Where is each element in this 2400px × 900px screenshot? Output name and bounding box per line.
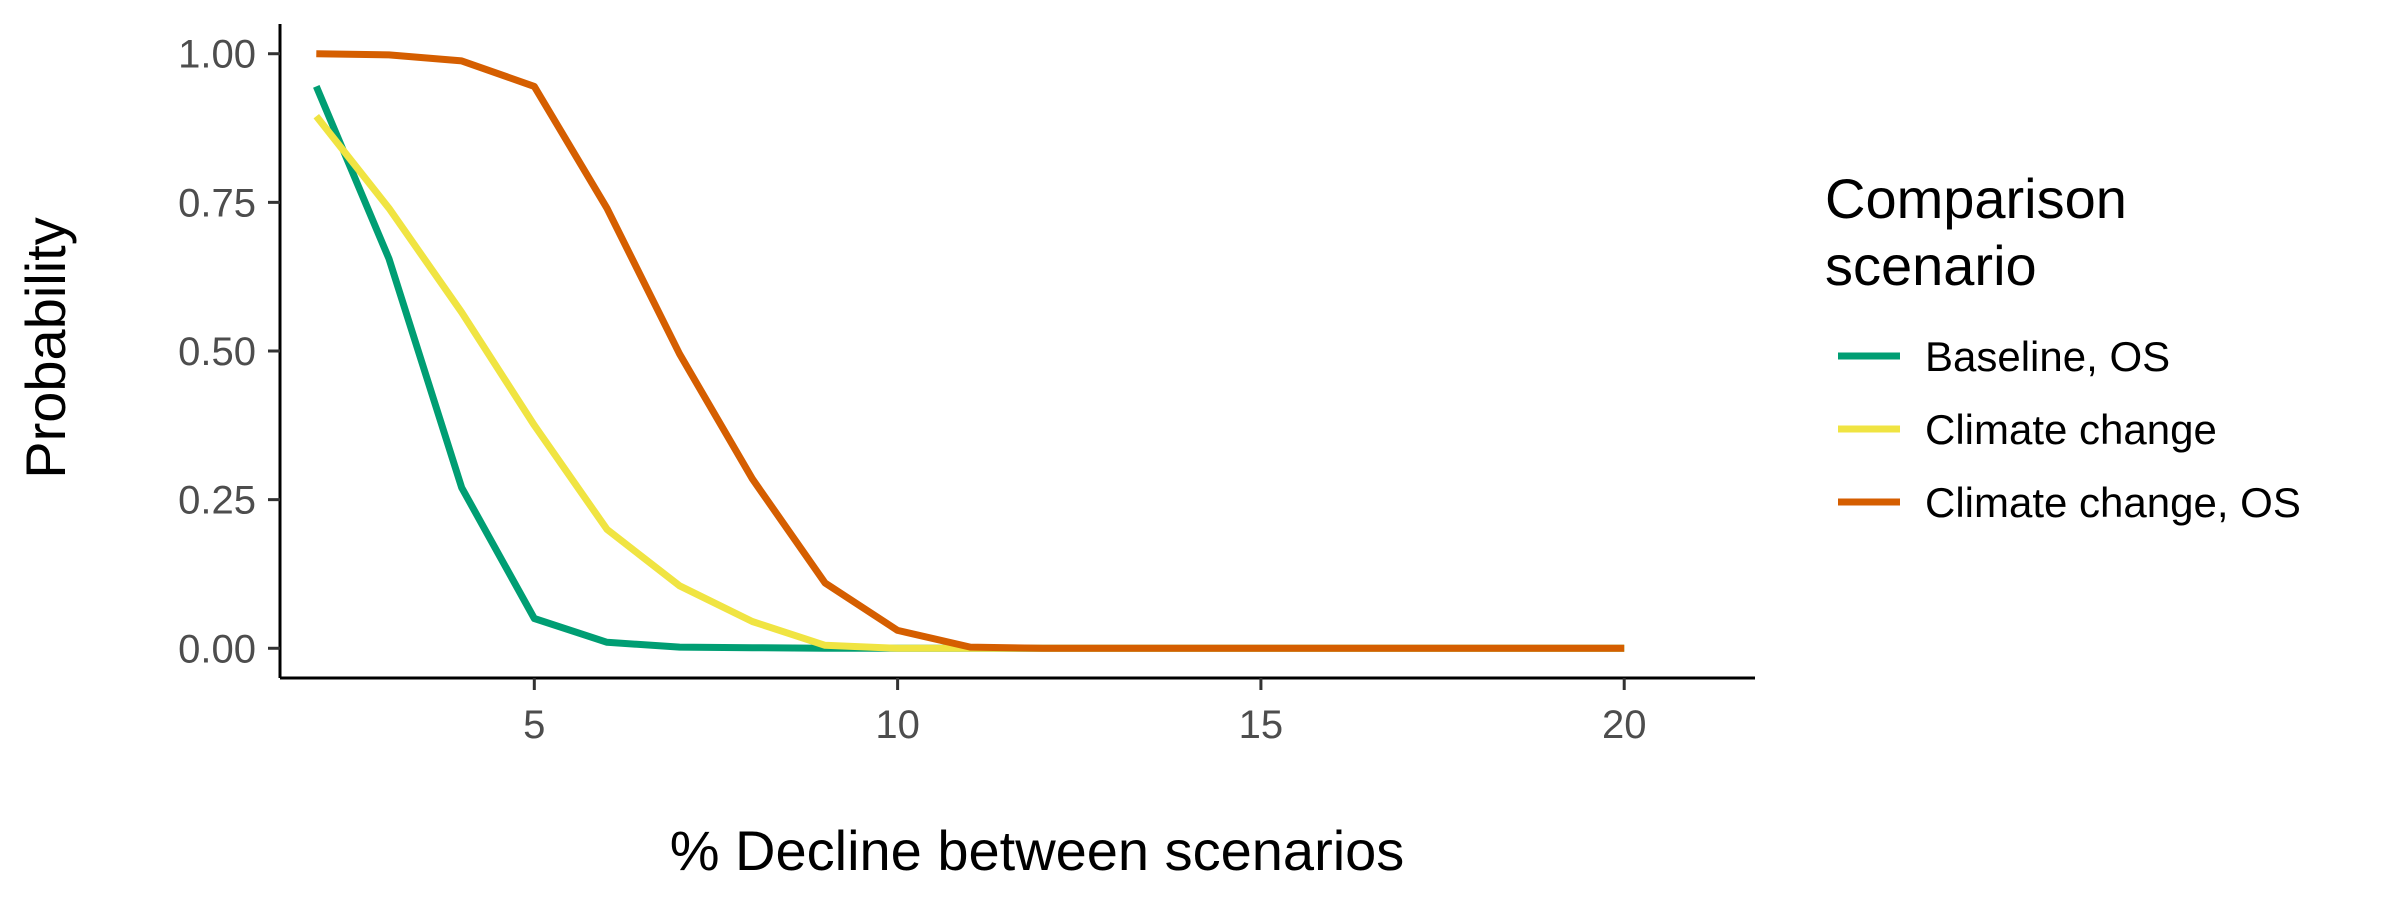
legend-title-line-1: Comparison — [1825, 167, 2127, 230]
x-tick-label: 10 — [875, 703, 920, 747]
series-line-3 — [316, 50, 1625, 652]
y-axis-title: Probability — [14, 217, 77, 478]
y-axis: 0.00 0.25 0.50 0.75 1.00 — [178, 33, 280, 671]
legend-label: Baseline, OS — [1925, 333, 2170, 380]
legend-title-line-2: scenario — [1825, 234, 2037, 297]
x-axis-title: % Decline between scenarios — [670, 819, 1405, 882]
y-tick-label: 0.50 — [178, 330, 256, 374]
legend-items: Baseline, OS Climate change Climate change… — [1838, 333, 2301, 526]
x-tick-label: 20 — [1602, 703, 1647, 747]
plot-area — [313, 50, 1625, 652]
series-line-2 — [313, 114, 1625, 652]
x-axis: 5 10 15 20 — [523, 678, 1646, 747]
series-line-1 — [313, 85, 1625, 652]
legend-label: Climate change, OS — [1925, 479, 2301, 526]
legend-label: Climate change — [1925, 406, 2217, 453]
y-tick-label: 1.00 — [178, 33, 256, 77]
y-tick-label: 0.25 — [178, 479, 256, 523]
y-tick-label: 0.00 — [178, 627, 256, 671]
x-tick-label: 5 — [523, 703, 545, 747]
legend: Comparison scenario Baseline, OS Climate … — [1825, 167, 2301, 526]
x-tick-label: 15 — [1239, 703, 1284, 747]
y-tick-label: 0.75 — [178, 181, 256, 225]
